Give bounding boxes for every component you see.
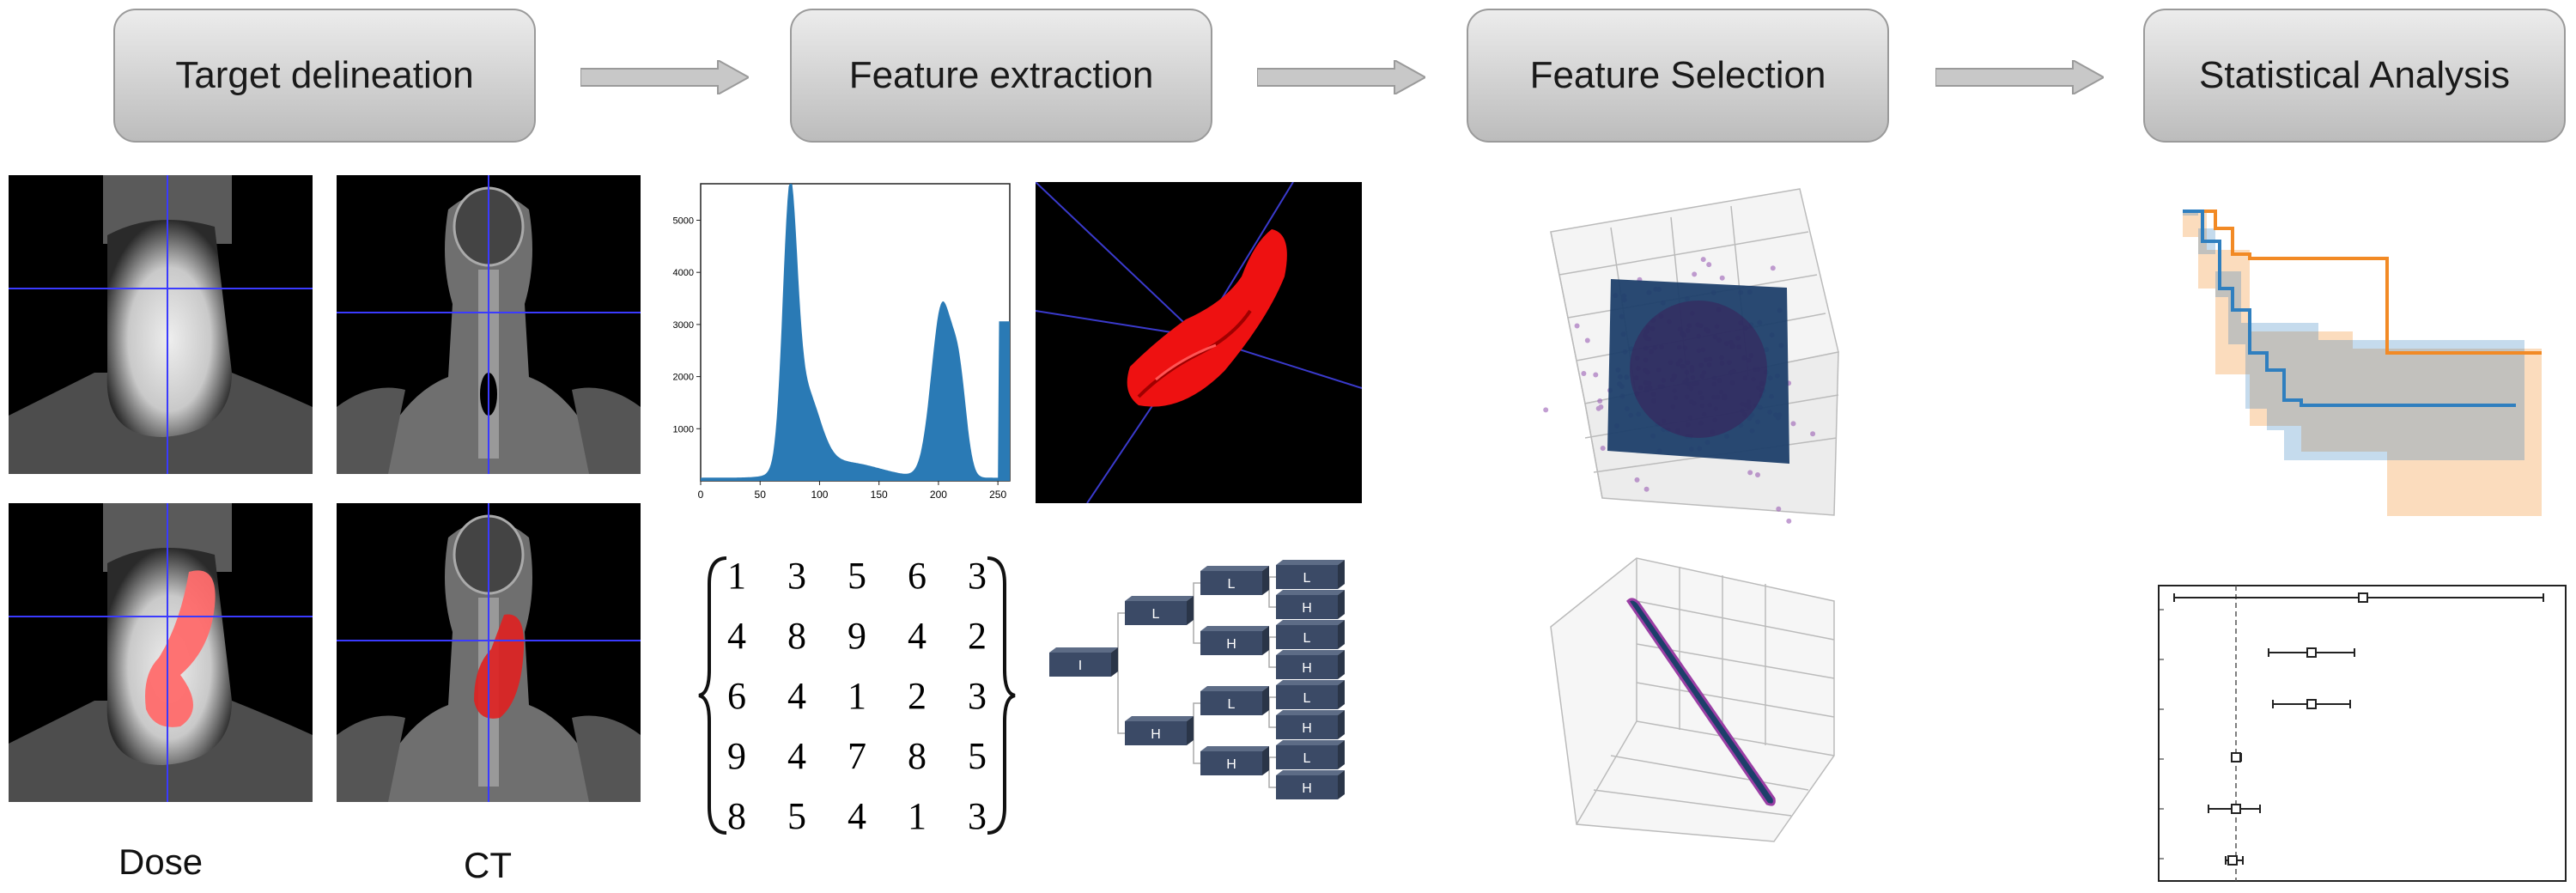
x-tick-label: 200 — [930, 489, 947, 501]
matrix-cell: 8 — [787, 615, 806, 657]
wavelet-node: L — [1200, 686, 1269, 715]
dose-image-with-contour — [9, 503, 313, 802]
matrix-cell: 7 — [848, 735, 866, 777]
matrix-cell: 3 — [968, 795, 987, 837]
svg-text:H: H — [1302, 661, 1312, 676]
matrix-cell: 4 — [848, 795, 866, 837]
wavelet-node: I — [1049, 647, 1118, 677]
svg-text:L: L — [1303, 691, 1311, 706]
svg-text:L: L — [1228, 577, 1236, 592]
step-label: Feature extraction — [848, 54, 1154, 96]
matrix-cell: 3 — [968, 675, 987, 717]
svg-text:L: L — [1303, 631, 1311, 646]
wavelet-node: L — [1200, 566, 1269, 595]
matrix-cell: 9 — [727, 735, 746, 777]
wavelet-node: L — [1276, 560, 1345, 589]
svg-text:H: H — [1302, 781, 1312, 796]
matrix-cell: 3 — [968, 555, 987, 597]
svg-text:L: L — [1228, 697, 1236, 712]
step-label: Statistical Analysis — [2199, 54, 2510, 96]
forest-row — [2272, 699, 2351, 709]
matrix-cell: 4 — [787, 675, 806, 717]
forest-row — [2225, 855, 2244, 866]
matrix-cell: 5 — [848, 555, 866, 597]
matrix-cell: 1 — [848, 675, 866, 717]
caption-ct: CT — [464, 845, 512, 885]
matrix-cell: 1 — [908, 795, 927, 837]
matrix-cell: 1 — [727, 555, 746, 597]
flow-arrow-icon — [1257, 60, 1425, 94]
y-tick-label: 1000 — [673, 424, 694, 434]
matrix-cell: 5 — [968, 735, 987, 777]
svg-text:H: H — [1226, 637, 1236, 652]
wavelet-node: L — [1276, 680, 1345, 709]
wavelet-node: H — [1276, 710, 1345, 739]
x-tick-label: 50 — [755, 489, 767, 501]
matrix-cell: 4 — [908, 615, 927, 657]
step-label: Feature Selection — [1529, 54, 1826, 96]
svg-text:H: H — [1226, 757, 1236, 772]
svg-text:L: L — [1303, 571, 1311, 586]
flow-arrow-icon — [1935, 60, 2104, 94]
y-tick-label: 3000 — [673, 320, 694, 331]
svg-text:H: H — [1302, 601, 1312, 616]
svg-text:I: I — [1078, 659, 1082, 673]
ct-image-with-contour — [337, 503, 641, 802]
step-statistical-analysis: Statistical Analysis — [2143, 9, 2566, 143]
histogram-bars — [701, 184, 1010, 481]
svg-text:H: H — [1302, 721, 1312, 736]
forest-row — [2173, 592, 2544, 603]
matrix-cell: 6 — [727, 675, 746, 717]
y-tick-label: 4000 — [673, 268, 694, 278]
step-feature-selection: Feature Selection — [1467, 9, 1889, 143]
matrix-cell: 4 — [787, 735, 806, 777]
y-tick-label: 2000 — [673, 373, 694, 383]
intensity-histogram: 0 50 100 150 200 250 1000 2000 3000 4000 5000 — [673, 183, 1011, 501]
wavelet-node: H — [1276, 770, 1345, 799]
wavelet-node: H — [1276, 650, 1345, 679]
forest-row — [2231, 752, 2242, 762]
ct-image — [337, 175, 641, 474]
matrix-cell: 3 — [787, 555, 806, 597]
matrix-cell: 8 — [727, 795, 746, 837]
x-tick-label: 0 — [698, 489, 704, 501]
step-target-delineation: Target delineation — [113, 9, 536, 143]
matrix-cell: 2 — [908, 675, 927, 717]
wavelet-node: H — [1276, 590, 1345, 619]
wavelet-node: L — [1276, 620, 1345, 649]
forest-row — [2268, 647, 2355, 658]
x-tick-label: 150 — [871, 489, 888, 501]
wavelet-node: H — [1200, 746, 1269, 775]
x-tick-label: 250 — [989, 489, 1006, 501]
wavelet-node: H — [1200, 626, 1269, 655]
feature-selection-3d-scatter — [1543, 188, 1839, 524]
matrix-cell: 8 — [908, 735, 927, 777]
kaplan-meier-plot — [2183, 210, 2542, 516]
x-tick-label: 100 — [811, 489, 828, 501]
dose-image — [9, 175, 313, 474]
matrix-cell: 9 — [848, 615, 866, 657]
tumor-3d-rendering — [1036, 182, 1362, 503]
forest-plot — [2158, 585, 2567, 882]
forest-row — [2208, 804, 2261, 814]
svg-text:L: L — [1152, 607, 1160, 622]
matrix-cell: 6 — [908, 555, 927, 597]
matrix-cell: 2 — [968, 615, 987, 657]
matrix-cell: 4 — [727, 615, 746, 657]
feature-matrix: 1 3 5 6 34 8 9 4 26 4 1 2 39 4 7 8 58 5 4 1 3 — [698, 555, 1016, 837]
matrix-cell: 5 — [787, 795, 806, 837]
svg-text:H: H — [1151, 727, 1161, 742]
wavelet-node: L — [1125, 596, 1194, 625]
y-tick-label: 5000 — [673, 216, 694, 226]
svg-text:L: L — [1303, 751, 1311, 766]
wavelet-node: L — [1276, 740, 1345, 769]
caption-dose: Dose — [118, 841, 204, 882]
step-label: Target delineation — [175, 54, 474, 96]
feature-selection-3d-projection — [1550, 557, 1835, 842]
step-feature-extraction: Feature extraction — [790, 9, 1212, 143]
wavelet-node: H — [1125, 716, 1194, 745]
flow-arrow-icon — [580, 60, 749, 94]
